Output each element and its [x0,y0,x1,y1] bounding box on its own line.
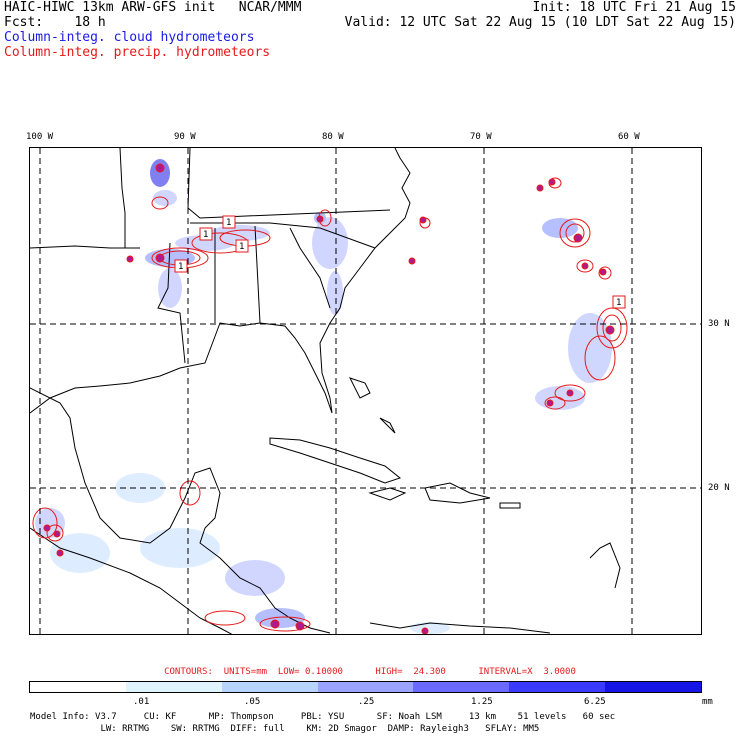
scale-label-2: .25 [358,697,375,707]
forecast-hour: Fcst: 18 h [4,15,106,30]
lon-label-80w: 80 W [322,132,344,142]
contour-marker-5: 1 [616,298,621,308]
scale-unit: mm [702,697,713,707]
precip-cores [43,163,615,634]
lat-label-30n: 30 N [708,319,730,329]
scale-segment-4 [413,682,510,692]
lon-label-70w: 70 W [470,132,492,142]
contour-marker-1: 1 [226,218,231,228]
model-title: HAIC-HIWC 13km ARW-GFS init NCAR/MMM [4,0,302,15]
cloud-legend: Column-integ. cloud hydrometeors [4,30,255,45]
color-scale [29,681,702,693]
forecast-map: 1 1 1 1 1 [29,147,702,635]
cloud-shading [35,159,612,634]
lon-label-90w: 90 W [174,132,196,142]
map-canvas: 1 1 1 1 1 [30,148,701,634]
scale-segment-1 [125,682,222,692]
lon-label-100w: 100 W [26,132,54,142]
scale-segment-6 [605,682,702,692]
lat-lon-grid [30,148,701,634]
valid-time: Valid: 12 UTC Sat 22 Aug 15 (10 LDT Sat … [344,15,736,30]
scale-segment-0 [30,682,126,692]
contour-marker-2: 1 [203,230,208,240]
lat-label-20n: 20 N [708,483,730,493]
contour-marker-4: 1 [178,262,183,272]
coastlines [30,148,621,634]
scale-label-1: .05 [244,697,261,707]
contour-info: CONTOURS: UNITS=mm LOW= 0.10000 HIGH= 24… [164,667,576,677]
scale-label-4: 6.25 [584,697,606,707]
scale-label-0: .01 [133,697,150,707]
contour-marker-3: 1 [239,242,244,252]
scale-segment-5 [509,682,606,692]
scale-segment-3 [317,682,414,692]
lon-label-60w: 60 W [618,132,640,142]
scale-segment-2 [221,682,318,692]
precip-contours [32,177,628,632]
contour-markers: 1 1 1 1 1 [174,215,626,309]
precip-legend: Column-integ. precip. hydrometeors [4,45,271,60]
model-info-line2: LW: RRTMG SW: RRTMG DIFF: full KM: 2D Sm… [30,724,540,734]
init-time: Init: 18 UTC Fri 21 Aug 15 [532,0,737,15]
model-info-line1: Model Info: V3.7 CU: KF MP: Thompson PBL… [30,712,616,722]
scale-label-3: 1.25 [471,697,493,707]
